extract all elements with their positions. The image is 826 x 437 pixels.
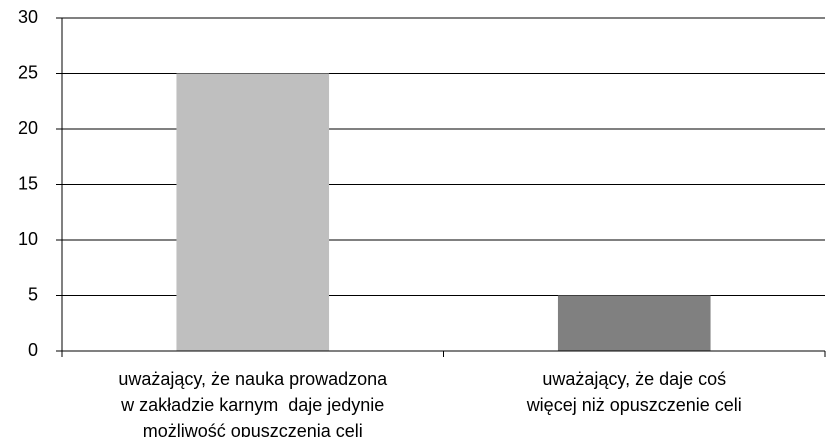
bar	[557, 295, 711, 351]
bar	[176, 73, 330, 351]
y-tick-label: 10	[18, 229, 38, 249]
x-tick-label: uważający, że daje coś więcej niż opuszcz…	[526, 369, 742, 415]
label-line: uważający, że nauka prowadzona	[118, 369, 388, 389]
label-line: uważający, że daje coś	[542, 369, 726, 389]
x-tick-label: uważający, że nauka prowadzona w zakładzi…	[118, 369, 388, 437]
y-tick-label: 15	[18, 173, 38, 193]
label-line: w zakładzie karnym daje jedynie	[120, 395, 384, 415]
y-tick-label: 25	[18, 62, 38, 82]
y-tick-label: 0	[28, 340, 38, 360]
y-tick-label: 30	[18, 7, 38, 27]
y-tick-label: 20	[18, 118, 38, 138]
label-line: więcej niż opuszczenie celi	[526, 395, 742, 415]
label-line: możliwość opuszczenia celi	[143, 421, 363, 437]
y-tick-label: 5	[28, 284, 38, 304]
